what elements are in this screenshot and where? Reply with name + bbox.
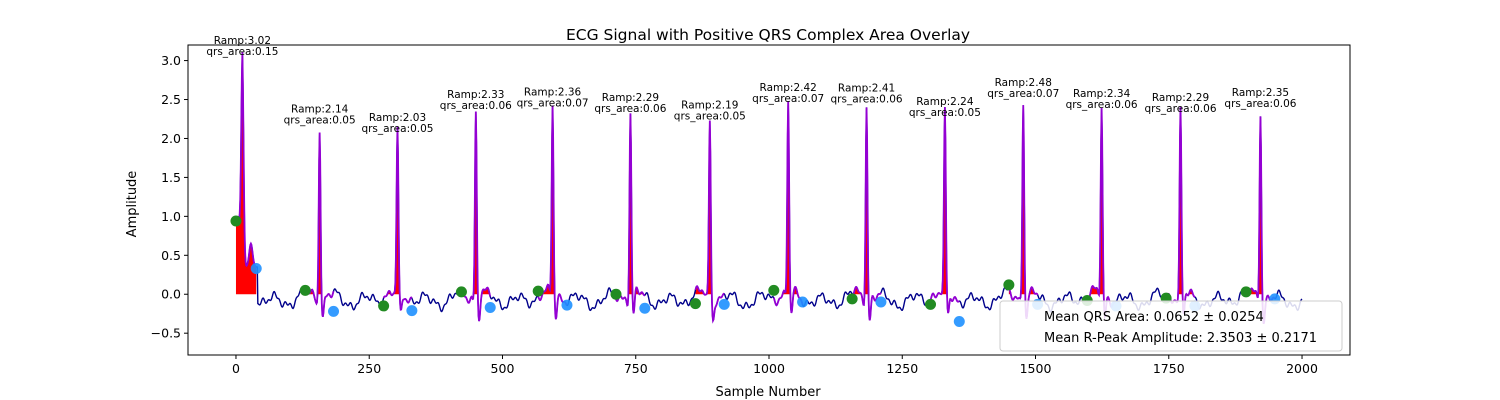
qrs-area-label: qrs_area:0.06	[594, 103, 666, 115]
x-tick-label: 1000	[753, 361, 785, 376]
r-amplitude-label: Ramp:2.03	[369, 112, 426, 124]
qrs-area-label: qrs_area:0.05	[284, 115, 356, 127]
qrs-offset-marker	[797, 296, 809, 308]
y-tick-label: 2.0	[161, 131, 181, 146]
x-tick-label: 250	[357, 361, 381, 376]
qrs-area-fill	[1246, 116, 1275, 295]
qrs-area-fill	[538, 105, 567, 295]
qrs-area-label: qrs_area:0.05	[674, 111, 746, 123]
qrs-onset-marker	[768, 284, 780, 296]
qrs-onset-marker	[925, 298, 937, 310]
y-axis-label: Amplitude	[125, 171, 140, 238]
qrs-offset-marker	[484, 301, 496, 313]
qrs-offset-marker	[953, 316, 965, 328]
y-tick-label: 0.5	[161, 248, 181, 263]
x-tick-label: 500	[491, 361, 515, 376]
qrs-area-fill	[1087, 108, 1117, 295]
qrs-offset-marker	[718, 298, 730, 310]
qrs-area-fill	[235, 52, 257, 295]
r-amplitude-label: Ramp:2.34	[1073, 88, 1131, 100]
y-tick-label: 2.5	[161, 92, 181, 107]
qrs-onset-marker	[846, 293, 858, 305]
y-tick-label: 0.0	[161, 287, 181, 302]
r-amplitude-label: Ramp:2.19	[681, 100, 738, 112]
x-tick-label: 1500	[1020, 361, 1052, 376]
qrs-offset-marker	[250, 263, 262, 275]
qrs-area-label: qrs_area:0.07	[987, 88, 1059, 100]
qrs-area-label: qrs_area:0.06	[831, 94, 903, 106]
r-amplitude-label: Ramp:2.35	[1232, 87, 1289, 99]
x-tick-label: 1750	[1153, 361, 1185, 376]
qrs-onset-marker	[1003, 279, 1015, 291]
qrs-offset-marker	[328, 305, 340, 317]
qrs-area-label: qrs_area:0.05	[909, 107, 981, 119]
qrs-area-label: qrs_area:0.06	[1066, 99, 1138, 111]
qrs-area-fill	[461, 111, 491, 295]
y-tick-label: −0.5	[151, 326, 181, 341]
qrs-area-label: qrs_area:0.07	[752, 93, 824, 105]
r-amplitude-label: Ramp:2.14	[291, 104, 349, 116]
qrs-area-label: qrs_area:0.07	[517, 97, 589, 109]
r-amplitude-label: Ramp:2.42	[760, 82, 817, 94]
x-tick-label: 2000	[1286, 361, 1318, 376]
qrs-area-fill	[695, 120, 725, 295]
qrs-onset-marker	[378, 300, 390, 312]
r-amplitude-label: Ramp:2.24	[916, 96, 974, 108]
qrs-segment-line	[929, 107, 960, 314]
qrs-area-label: qrs_area:0.15	[206, 46, 278, 58]
qrs-area-label: qrs_area:0.05	[361, 123, 433, 135]
legend-box	[999, 300, 1343, 352]
qrs-segment-line	[1008, 105, 1039, 319]
qrs-offset-marker	[561, 299, 573, 311]
qrs-area-fill	[930, 107, 960, 295]
ecg-signal-line	[235, 52, 1303, 324]
qrs-offset-marker	[639, 302, 651, 314]
qrs-area-fill	[852, 107, 881, 295]
plot-area: 0 250 500 750 1000 1250 1500 1750 2000 −0.5 0.0 0.5…	[151, 35, 1351, 376]
legend-entry: Mean R-Peak Amplitude: 2.3503 ± 0.2171	[1044, 331, 1317, 346]
qrs-onset-marker	[689, 298, 701, 310]
qrs-area-label: qrs_area:0.06	[440, 100, 512, 112]
r-amplitude-label: Ramp:3.02	[214, 35, 271, 47]
x-tick-label: 1250	[886, 361, 918, 376]
x-axis-label: Sample Number	[715, 385, 821, 400]
qrs-area-fill	[1008, 105, 1038, 295]
qrs-onset-marker	[532, 285, 544, 297]
qrs-area-fill	[1166, 107, 1195, 295]
qrs-onset-marker	[299, 284, 311, 296]
qrs-area-fill	[616, 113, 645, 295]
qrs-onset-marker	[230, 215, 242, 227]
x-tick-label: 0	[232, 361, 240, 376]
r-amplitude-label: Ramp:2.48	[995, 77, 1052, 89]
chart-title: ECG Signal with Positive QRS Complex Are…	[566, 26, 970, 44]
qrs-offset-marker	[875, 296, 887, 308]
r-amplitude-label: Ramp:2.33	[447, 89, 504, 101]
r-amplitude-label: Ramp:2.29	[1152, 92, 1209, 104]
legend-entry: Mean QRS Area: 0.0652 ± 0.0254	[1044, 310, 1264, 325]
qrs-area-label: qrs_area:0.06	[1144, 103, 1216, 115]
r-amplitude-label: Ramp:2.41	[838, 83, 895, 95]
qrs-onset-marker	[610, 288, 622, 300]
qrs-segment-line	[694, 120, 725, 324]
qrs-segment-line	[382, 126, 413, 311]
y-tick-label: 1.0	[161, 209, 181, 224]
r-amplitude-label: Ramp:2.36	[524, 86, 582, 98]
qrs-offset-marker	[406, 305, 418, 317]
qrs-segment-line	[772, 101, 804, 314]
qrs-segment-line	[460, 111, 492, 322]
r-amplitude-label: Ramp:2.29	[602, 92, 659, 104]
y-tick-label: 1.5	[161, 170, 181, 185]
qrs-onset-marker	[1240, 286, 1252, 298]
x-tick-label: 750	[624, 361, 648, 376]
y-tick-label: 3.0	[161, 53, 181, 68]
qrs-onset-marker	[455, 286, 467, 298]
qrs-area-label: qrs_area:0.06	[1224, 98, 1296, 110]
qrs-area-fill	[773, 101, 803, 295]
